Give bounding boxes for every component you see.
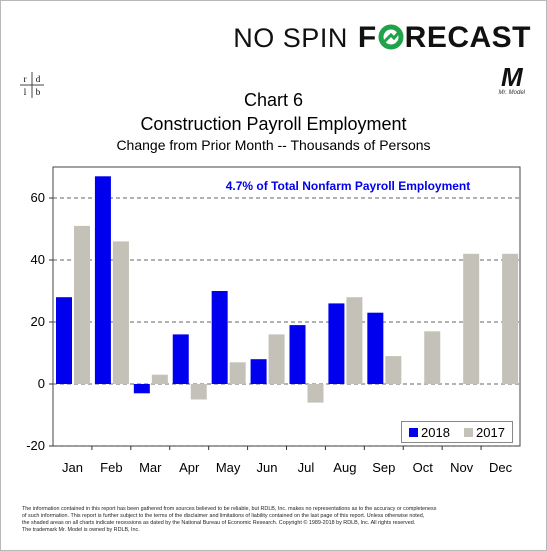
- x-tick-label: Oct: [413, 460, 434, 475]
- bar-2017-oct: [424, 331, 441, 384]
- x-tick-label: Jan: [62, 460, 83, 475]
- legend-item-2017: 2017: [464, 425, 505, 440]
- rdlb-b: b: [36, 87, 41, 97]
- bar-2017-aug: [346, 297, 363, 384]
- x-tick-label: Apr: [179, 460, 200, 475]
- bar-2017-apr: [190, 384, 207, 400]
- bar-2018-mar: [133, 384, 150, 394]
- brand-text-no-spin: NO SPIN: [233, 22, 348, 53]
- legend-swatch-2018: [409, 427, 419, 437]
- y-tick-label: -20: [26, 438, 45, 453]
- bar-chart: -20 0 20 40 60 Jan Feb Mar Apr May Jun Jul Aug Sep Oc…: [26, 166, 521, 475]
- chart-subtitle-units: Change from Prior Month -- Thousands of …: [116, 137, 431, 153]
- bar-2017-jul: [307, 384, 324, 403]
- legend-swatch-2017: [464, 427, 474, 437]
- bar-2017-sep: [385, 356, 402, 384]
- rdlb-d: d: [36, 74, 41, 84]
- brand-logo: NO SPIN F RECAST: [233, 18, 531, 58]
- bar-2017-may: [229, 362, 246, 384]
- y-tick-label: 20: [31, 314, 45, 329]
- bar-2018-jun: [250, 359, 267, 384]
- x-tick-label: Aug: [333, 460, 356, 475]
- x-tick-label: May: [216, 460, 241, 475]
- chart-legend: 2018 2017: [401, 421, 513, 443]
- mr-model-letter: M: [500, 62, 523, 92]
- disclaimer-footer: The information contained in this report…: [22, 506, 532, 534]
- legend-label-2018: 2018: [421, 424, 450, 440]
- chart-subtitle: Construction Payroll Employment: [140, 114, 407, 134]
- bar-2017-jun: [268, 334, 285, 384]
- bar-2017-mar: [151, 374, 168, 384]
- y-tick-label: 0: [38, 376, 45, 391]
- footer-line-1: The information contained in this report…: [22, 506, 437, 512]
- bar-2018-may: [211, 291, 228, 384]
- bar-2018-feb: [94, 176, 111, 384]
- chart-title: Chart 6: [243, 90, 304, 110]
- rdlb-logo: r d l b: [18, 72, 46, 98]
- bar-2018-sep: [367, 312, 384, 384]
- x-tick-label: Dec: [489, 460, 513, 475]
- x-tick-label: Feb: [100, 460, 122, 475]
- x-tick-label: Jun: [257, 460, 278, 475]
- x-tick-label: Jul: [298, 460, 315, 475]
- x-tick-label: Nov: [450, 460, 474, 475]
- mr-model-caption: Mr. Model: [498, 90, 525, 96]
- brand-text-forecast: F RECAST: [357, 21, 531, 54]
- bar-2017-feb: [112, 241, 129, 384]
- y-tick-label: 60: [31, 190, 45, 205]
- mr-model-logo: M Mr. Model: [499, 64, 525, 96]
- x-tick-label: Sep: [372, 460, 395, 475]
- legend-item-2018: 2018: [409, 425, 450, 440]
- footer-line-2: of such information. This report is furt…: [22, 513, 425, 519]
- arrow-circle-o-icon: [378, 24, 404, 50]
- footer-line-4: The trademark Mr. Model is owned by RDLB…: [22, 527, 140, 533]
- rdlb-mark-icon: r d l b: [20, 72, 44, 98]
- bar-2018-jul: [289, 325, 306, 384]
- bar-2018-aug: [328, 303, 345, 384]
- bar-2017-dec: [502, 253, 519, 384]
- bar-2018-jan: [56, 297, 72, 384]
- bar-2017-jan: [74, 225, 90, 384]
- x-tick-label: Mar: [139, 460, 162, 475]
- bar-2017-nov: [463, 253, 480, 384]
- bar-2018-apr: [172, 334, 189, 384]
- rdlb-r: r: [24, 74, 27, 84]
- footer-line-3: the shaded areas on all charts indicate …: [22, 520, 416, 526]
- chart-annotation: 4.7% of Total Nonfarm Payroll Employment: [226, 179, 471, 193]
- rdlb-l: l: [24, 87, 27, 97]
- legend-label-2017: 2017: [476, 424, 505, 440]
- y-tick-label: 40: [31, 252, 45, 267]
